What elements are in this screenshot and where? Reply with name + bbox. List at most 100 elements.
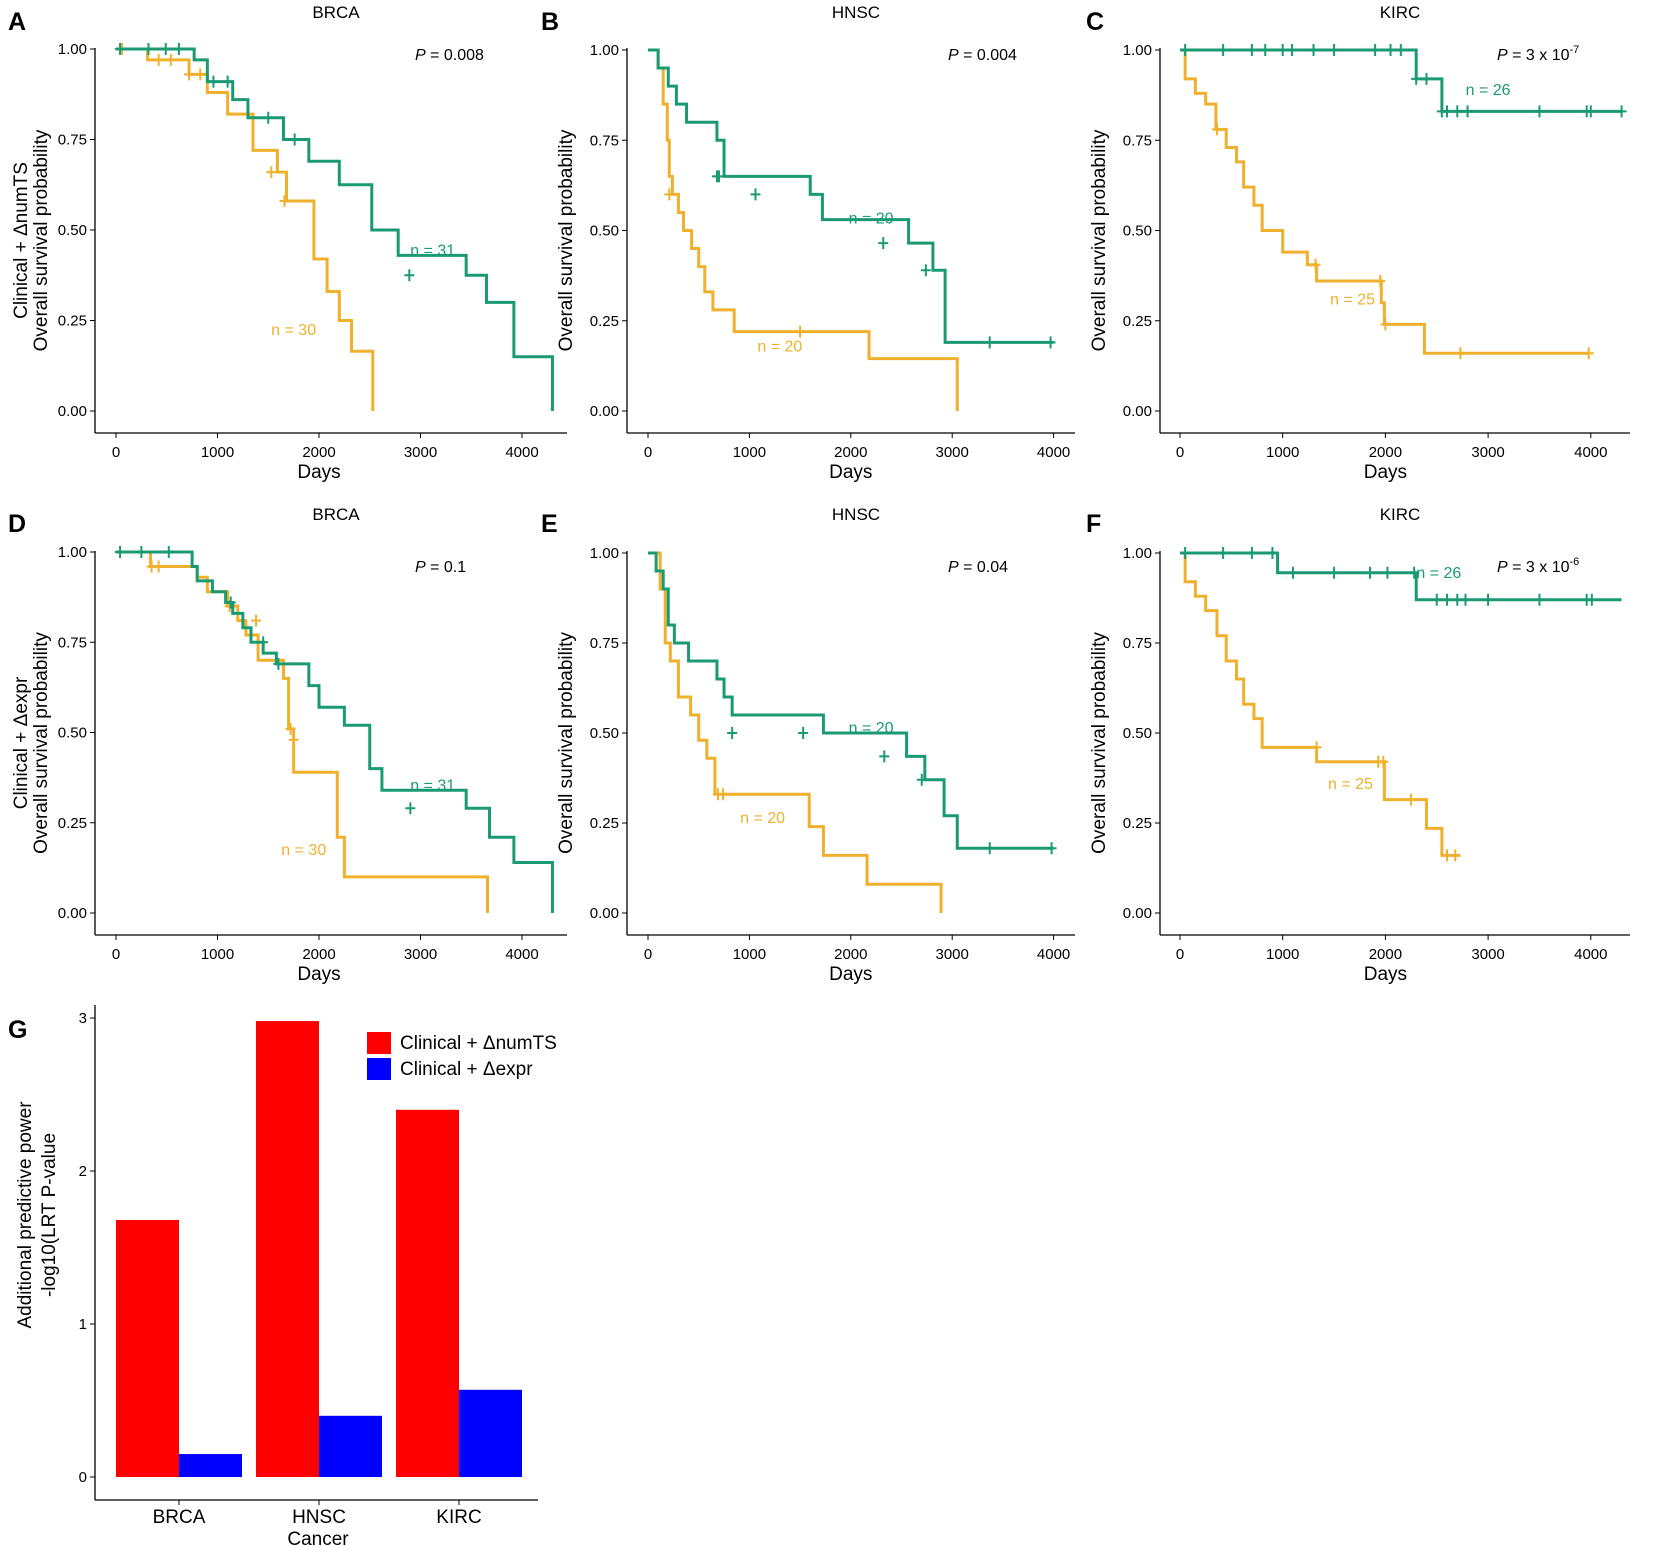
- y-tick-label: 0.25: [58, 313, 87, 330]
- x-tick-label: 0: [1176, 946, 1184, 963]
- censor-mark: [664, 188, 675, 201]
- censor-mark: [1364, 566, 1375, 579]
- censor-mark: [115, 43, 126, 55]
- censor-mark: [222, 75, 233, 88]
- x-tick-label: 2000: [302, 444, 335, 461]
- censor-mark: [115, 546, 126, 558]
- censor-mark: [279, 195, 290, 208]
- censor-mark: [1180, 44, 1191, 56]
- y-tick-label: 0.00: [58, 905, 87, 922]
- censor-mark: [266, 166, 277, 179]
- survival-curve-high: [648, 48, 1054, 344]
- y-tick-label: 1: [79, 1316, 87, 1333]
- censor-mark: [263, 111, 274, 124]
- survival-curve-low: [116, 47, 375, 411]
- y-tick-label: 1.00: [58, 544, 87, 561]
- n-label-high: n = 31: [410, 777, 455, 794]
- survival-curve-low: [116, 550, 489, 913]
- censor-mark: [1370, 44, 1381, 56]
- censor-mark: [1311, 741, 1322, 754]
- legend-label: Clinical + ΔnumTS: [400, 1033, 557, 1054]
- y-axis-title: Overall survival probability: [1089, 129, 1110, 351]
- censor-mark: [405, 802, 416, 815]
- n-label-high: n = 20: [849, 720, 894, 737]
- x-tick-label: 3000: [936, 946, 969, 963]
- y-axis-title: Overall survival probability: [31, 632, 52, 854]
- censor-mark: [1329, 566, 1340, 579]
- y-tick-label: 0.75: [58, 132, 87, 149]
- censor-mark: [1380, 318, 1391, 331]
- p-text: = 3 x 10: [1508, 559, 1570, 576]
- bar-numTS: [396, 1109, 459, 1477]
- p-symbol: P: [948, 559, 959, 576]
- censor-mark: [1534, 105, 1545, 118]
- p-value: P = 0.04: [948, 559, 1008, 576]
- x-axis-title: Days: [297, 964, 340, 985]
- panel-letter: F: [1086, 510, 1101, 538]
- p-symbol: P: [1497, 47, 1508, 64]
- x-tick-label: 1000: [1266, 946, 1299, 963]
- censor-mark: [163, 546, 174, 558]
- y-axis-title: Overall survival probability: [1089, 632, 1110, 854]
- censor-mark: [1267, 547, 1278, 559]
- x-tick-label: 3000: [1471, 946, 1504, 963]
- panel-title: BRCA: [312, 3, 360, 22]
- y-tick-label: 0.50: [1123, 725, 1152, 742]
- x-tick-label: KIRC: [436, 1507, 481, 1528]
- survival-curve-low: [648, 551, 943, 913]
- survival-curve-low: [1180, 48, 1589, 355]
- censor-mark: [1308, 44, 1319, 56]
- y-tick-label: 0.25: [1123, 815, 1152, 832]
- censor-mark: [1534, 593, 1545, 606]
- bar-expr: [179, 1454, 242, 1477]
- survival-curve-high: [116, 550, 554, 913]
- censor-mark: [1442, 105, 1453, 118]
- censor-mark: [136, 546, 147, 558]
- x-tick-label: 3000: [404, 444, 437, 461]
- y-axis-title-model: Clinical + Δexpr: [11, 676, 32, 809]
- p-value: P = 0.008: [415, 47, 484, 64]
- censor-mark: [1455, 347, 1466, 360]
- panel-c: C KIRC 0.00 0.25 0.50 0.75 1.00 0 1000 2000 3000 40…: [1086, 3, 1630, 483]
- censor-mark: [1585, 105, 1596, 118]
- y-tick-label: 0.75: [1123, 132, 1152, 149]
- censor-mark: [1442, 593, 1453, 606]
- y-axis-title: Overall survival probability: [31, 129, 52, 351]
- censor-mark: [1406, 793, 1417, 806]
- bar-expr: [319, 1415, 382, 1477]
- p-text: = 3 x 10: [1508, 47, 1570, 64]
- censor-mark: [404, 269, 415, 282]
- panel-g: G 0 1 2 3 BRCA HNSC KIRC Cancer Additional predic…: [8, 1005, 557, 1546]
- p-symbol: P: [415, 559, 426, 576]
- x-tick-label: 0: [644, 444, 652, 461]
- censor-mark: [165, 53, 176, 66]
- censor-mark: [208, 75, 219, 88]
- censor-mark: [1287, 566, 1298, 579]
- y-tick-label: 3: [79, 1010, 87, 1027]
- censor-mark: [288, 733, 299, 746]
- x-tick-label: 4000: [1037, 444, 1070, 461]
- panel-title: KIRC: [1380, 505, 1421, 524]
- censor-mark: [1286, 44, 1297, 56]
- censor-mark: [750, 188, 761, 201]
- n-label-low: n = 25: [1330, 292, 1375, 309]
- y-axis-title-2: -log10(LRT P-value: [39, 1133, 60, 1297]
- x-tick-label: 2000: [302, 946, 335, 963]
- x-tick-label: 2000: [834, 444, 867, 461]
- panel-title: HNSC: [832, 3, 880, 22]
- censor-mark: [273, 657, 284, 670]
- x-tick-label: 1000: [201, 444, 234, 461]
- n-label-high: n = 31: [410, 242, 455, 259]
- censor-mark: [1378, 755, 1389, 768]
- p-exponent: -7: [1570, 44, 1580, 56]
- censor-mark: [916, 773, 927, 786]
- n-label-low: n = 30: [281, 842, 326, 859]
- censor-mark: [1583, 347, 1594, 360]
- y-tick-label: 1.00: [590, 42, 619, 59]
- p-text: = 0.1: [426, 559, 467, 576]
- y-axis-title: Overall survival probability: [556, 129, 577, 351]
- censor-mark: [795, 325, 806, 338]
- p-text: = 0.04: [959, 559, 1008, 576]
- n-label-low: n = 20: [757, 338, 802, 355]
- survival-curve-low: [648, 48, 959, 411]
